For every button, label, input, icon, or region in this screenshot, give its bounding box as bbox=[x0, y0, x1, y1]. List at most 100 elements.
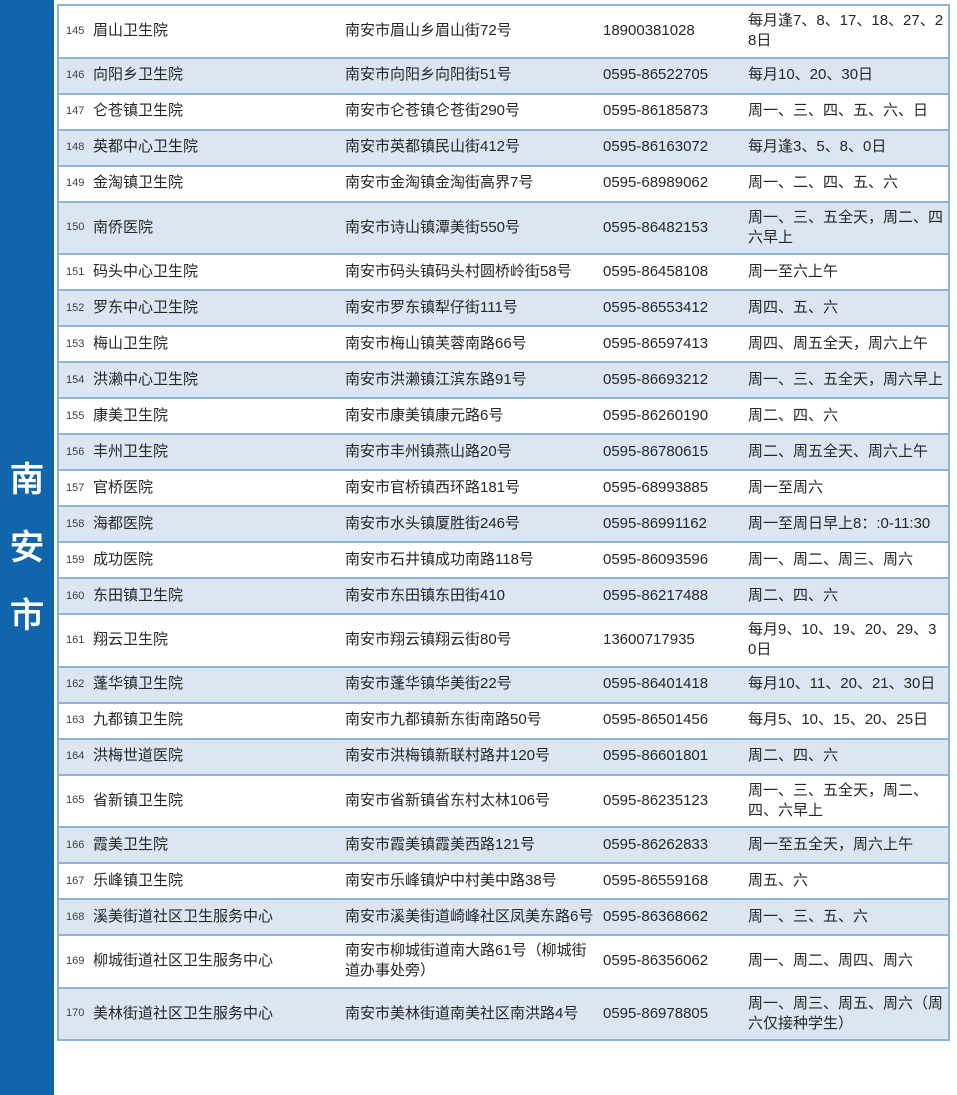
clinic-name: 仑苍镇卫生院 bbox=[93, 102, 184, 120]
clinic-name: 美林街道社区卫生服务中心 bbox=[93, 1004, 274, 1022]
clinic-address: 南安市霞美镇霞美西路121号 bbox=[345, 835, 536, 853]
clinic-address: 南安市水头镇厦胜街246号 bbox=[345, 514, 521, 532]
row-number: 170 bbox=[66, 1007, 85, 1020]
clinic-schedule: 每月10、11、20、21、30日 bbox=[748, 675, 936, 693]
clinic-name: 霞美卫生院 bbox=[93, 835, 169, 853]
table-row: 158 海都医院 南安市水头镇厦胜街246号 0595-86991162 周一至周日早上… bbox=[59, 507, 948, 543]
clinic-name: 官桥医院 bbox=[93, 478, 154, 496]
table-row: 166 霞美卫生院 南安市霞美镇霞美西路121号 0595-86262833 周一至五全… bbox=[59, 828, 948, 864]
table-row: 151 码头中心卫生院 南安市码头镇码头村圆桥岭街58号 0595-86458108 周… bbox=[59, 255, 948, 291]
region-sidebar: 南 安 市 bbox=[0, 0, 54, 1095]
row-number: 151 bbox=[66, 265, 85, 278]
row-number: 163 bbox=[66, 714, 85, 727]
row-number: 162 bbox=[66, 678, 85, 691]
clinic-schedule: 周二、四、六 bbox=[748, 747, 839, 765]
region-label-char-1: 南 bbox=[10, 460, 44, 499]
clinic-name: 九都镇卫生院 bbox=[93, 711, 184, 729]
table-row: 149 金淘镇卫生院 南安市金淘镇金淘街高界7号 0595-68989062 周一、二、… bbox=[59, 166, 948, 203]
clinic-phone: 0595-86235123 bbox=[603, 791, 709, 809]
clinic-phone: 13600717935 bbox=[603, 631, 695, 649]
clinic-schedule: 周一、周二、周四、周六 bbox=[748, 952, 914, 970]
clinic-schedule: 周一至六上午 bbox=[748, 262, 839, 280]
clinic-name: 丰州卫生院 bbox=[93, 442, 169, 460]
clinic-address: 南安市石井镇成功南路118号 bbox=[345, 550, 534, 568]
table-row: 162 蓬华镇卫生院 南安市蓬华镇华美街22号 0595-86401418 每月10、1… bbox=[59, 667, 948, 704]
clinic-schedule: 每月10、20、30日 bbox=[748, 66, 874, 84]
clinic-address: 南安市丰州镇燕山路20号 bbox=[345, 442, 512, 460]
clinic-name: 英都中心卫生院 bbox=[93, 138, 199, 156]
clinic-name: 金淘镇卫生院 bbox=[93, 174, 184, 192]
clinic-schedule: 周一至周日早上8：:0-11:30 bbox=[748, 514, 931, 532]
clinic-schedule: 周一、三、五全天，周六早上 bbox=[748, 370, 944, 388]
table-row: 146 向阳乡卫生院 南安市向阳乡向阳街51号 0595-86522705 每月10、2… bbox=[59, 58, 948, 95]
clinic-phone: 0595-86093596 bbox=[603, 550, 709, 568]
clinic-name: 康美卫生院 bbox=[93, 406, 169, 424]
clinic-address: 南安市诗山镇潭美街550号 bbox=[345, 218, 521, 236]
clinic-address: 南安市梅山镇芙蓉南路66号 bbox=[345, 334, 527, 352]
clinic-name: 洪梅世道医院 bbox=[93, 747, 184, 765]
region-label-char-2: 安 bbox=[10, 528, 44, 567]
clinic-address: 南安市仑苍镇仑苍街290号 bbox=[345, 102, 521, 120]
clinic-address: 南安市洪濑镇江滨东路91号 bbox=[345, 370, 527, 388]
row-number: 164 bbox=[66, 750, 85, 763]
clinic-phone: 0595-86559168 bbox=[603, 871, 709, 889]
clinic-address: 南安市翔云镇翔云街80号 bbox=[345, 631, 512, 649]
row-number: 159 bbox=[66, 553, 85, 566]
table-row: 163 九都镇卫生院 南安市九都镇新东街南路50号 0595-86501456 每月5、… bbox=[59, 703, 948, 740]
clinic-name: 向阳乡卫生院 bbox=[93, 66, 184, 84]
clinic-phone: 0595-86368662 bbox=[603, 907, 709, 925]
table-row: 157 官桥医院 南安市官桥镇西环路181号 0595-68993885 周一至周六 bbox=[59, 471, 948, 507]
clinic-phone: 0595-86601801 bbox=[603, 747, 709, 765]
row-number: 169 bbox=[66, 954, 85, 967]
clinic-phone: 0595-86597413 bbox=[603, 334, 709, 352]
clinic-name: 成功医院 bbox=[93, 550, 154, 568]
clinic-address: 南安市省新镇省东村太林106号 bbox=[345, 791, 551, 809]
clinic-phone: 0595-86978805 bbox=[603, 1004, 709, 1022]
clinic-schedule: 周四、周五全天，周六上午 bbox=[748, 334, 929, 352]
clinic-address: 南安市蓬华镇华美街22号 bbox=[345, 675, 512, 693]
clinic-schedule: 周五、六 bbox=[748, 871, 809, 889]
clinic-schedule: 周一、三、五全天，周二、四六早上 bbox=[748, 208, 944, 246]
clinic-schedule: 每月5、10、15、20、25日 bbox=[748, 711, 929, 729]
clinic-address: 南安市溪美街道崎峰社区凤美东路6号 bbox=[345, 907, 594, 925]
clinic-name: 翔云卫生院 bbox=[93, 631, 169, 649]
row-number: 153 bbox=[66, 337, 85, 350]
table-row: 145 眉山卫生院 南安市眉山乡眉山街72号 18900381028 每月逢7、8、17… bbox=[59, 6, 948, 59]
row-number: 166 bbox=[66, 838, 85, 851]
row-number: 167 bbox=[66, 874, 85, 887]
table-row: 150 南侨医院 南安市诗山镇潭美街550号 0595-86482153 周一、三、五全… bbox=[59, 202, 948, 255]
clinic-address: 南安市金淘镇金淘街高界7号 bbox=[345, 174, 534, 192]
row-number: 161 bbox=[66, 633, 85, 646]
clinic-phone: 18900381028 bbox=[603, 22, 695, 40]
clinic-phone: 0595-68993885 bbox=[603, 478, 709, 496]
clinic-schedule: 周一、周三、周五、周六（周六仅接种学生） bbox=[748, 994, 944, 1032]
clinic-schedule: 周一、二、四、五、六 bbox=[748, 174, 899, 192]
clinic-phone: 0595-86163072 bbox=[603, 138, 709, 156]
clinic-phone: 0595-86522705 bbox=[603, 66, 709, 84]
table-row: 155 康美卫生院 南安市康美镇康元路6号 0595-86260190 周二、四、六 bbox=[59, 399, 948, 435]
clinic-name: 溪美街道社区卫生服务中心 bbox=[93, 907, 274, 925]
clinic-phone: 0595-86501456 bbox=[603, 711, 709, 729]
table-row: 147 仑苍镇卫生院 南安市仑苍镇仑苍街290号 0595-86185873 周一、三、… bbox=[59, 94, 948, 131]
clinic-schedule: 周一至周六 bbox=[748, 478, 824, 496]
clinic-name: 罗东中心卫生院 bbox=[93, 298, 199, 316]
row-number: 158 bbox=[66, 517, 85, 530]
clinic-address: 南安市柳城街道南大路61号（柳城街道办事处旁） bbox=[345, 942, 587, 980]
table-row: 148 英都中心卫生院 南安市英都镇民山街412号 0595-86163072 每月逢3… bbox=[59, 130, 948, 167]
clinic-name: 东田镇卫生院 bbox=[93, 586, 184, 604]
clinic-name: 柳城街道社区卫生服务中心 bbox=[93, 952, 274, 970]
table-row: 169 柳城街道社区卫生服务中心 南安市柳城街道南大路61号（柳城街道办事处旁） 05… bbox=[59, 936, 948, 989]
clinic-phone: 0595-86217488 bbox=[603, 586, 709, 604]
row-number: 150 bbox=[66, 221, 85, 234]
region-label-char-3: 市 bbox=[10, 596, 44, 635]
table-row: 160 东田镇卫生院 南安市东田镇东田街410 0595-86217488 周二、四、六 bbox=[59, 579, 948, 615]
row-number: 152 bbox=[66, 301, 85, 314]
clinic-name: 梅山卫生院 bbox=[93, 334, 169, 352]
clinic-schedule: 每月逢3、5、8、0日 bbox=[748, 138, 887, 156]
clinic-schedule: 周二、四、六 bbox=[748, 406, 839, 424]
clinic-phone: 0595-86553412 bbox=[603, 298, 709, 316]
table-row: 159 成功医院 南安市石井镇成功南路118号 0595-86093596 周一、周二、… bbox=[59, 543, 948, 579]
row-number: 145 bbox=[66, 24, 85, 37]
clinic-name: 南侨医院 bbox=[93, 218, 154, 236]
clinic-phone: 0595-86482153 bbox=[603, 218, 709, 236]
